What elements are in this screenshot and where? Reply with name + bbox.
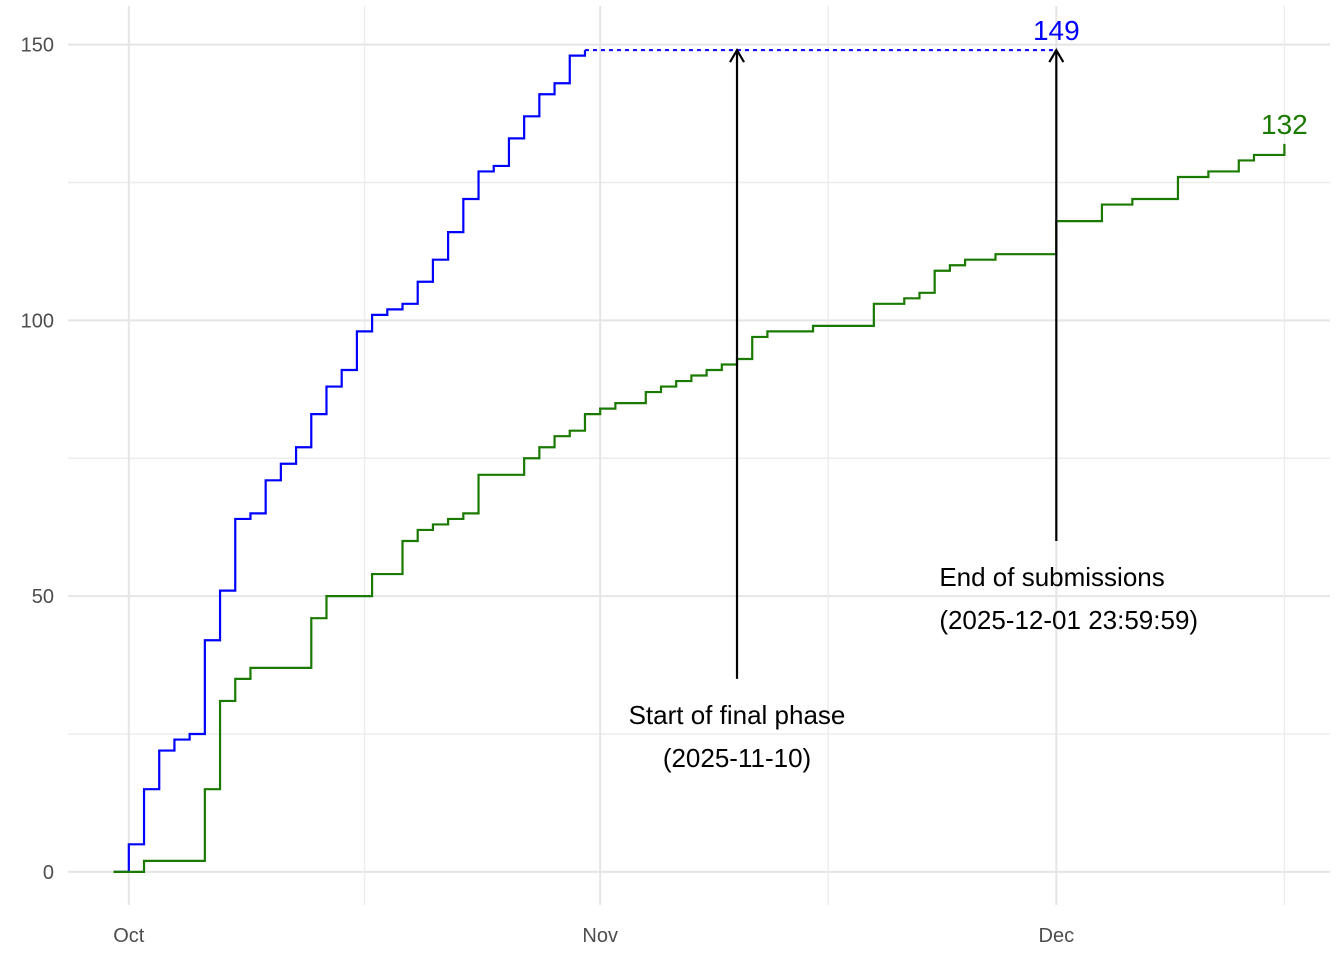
step-line-series-2 [113, 143, 1286, 874]
y-tick-label: 0 [43, 862, 54, 884]
axis-labels: 0 50 100 150 Oct Nov Dec [21, 35, 1074, 947]
end-value-label-series-1: 149 [1033, 15, 1080, 46]
annotation-arrow-head [1048, 47, 1065, 63]
annotation-text-line: Start of final phase [629, 700, 846, 730]
x-tick-label: Nov [582, 925, 618, 947]
annotations-layer: Start of final phase (2025-11-10) End of s… [629, 47, 1198, 773]
end-value-label-series-2: 132 [1261, 109, 1308, 140]
annotation-text-line: (2025-12-01 23:59:59) [939, 605, 1198, 635]
series-layer: 149 132 [113, 15, 1308, 874]
annotation-arrow-head [729, 47, 745, 63]
y-tick-label: 50 [32, 586, 54, 608]
y-tick-label: 100 [21, 310, 54, 332]
y-tick-label: 150 [21, 35, 54, 57]
x-tick-label: Dec [1039, 925, 1075, 947]
annotation-text-line: End of submissions [939, 562, 1164, 592]
step-line-series-1 [113, 50, 587, 874]
annotation-text-line: (2025-11-10) [663, 743, 811, 773]
x-tick-label: Oct [113, 925, 145, 947]
